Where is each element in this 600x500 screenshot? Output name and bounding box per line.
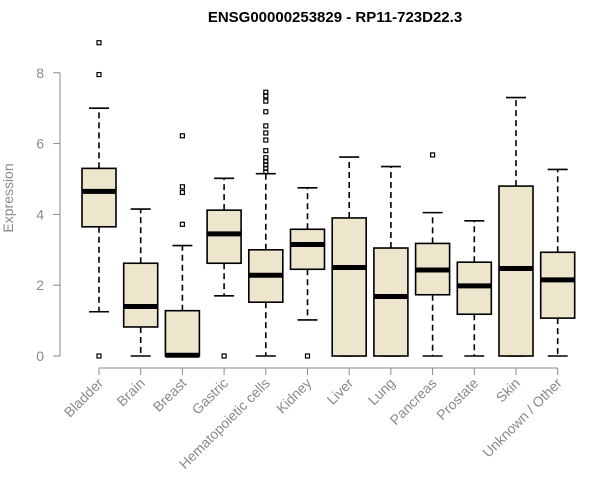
box-iqr bbox=[206, 209, 242, 265]
box-group-pancreas bbox=[414, 152, 451, 357]
outlier-point bbox=[221, 353, 227, 359]
x-tick-label-skin: Skin bbox=[493, 375, 524, 406]
box-iqr bbox=[331, 217, 368, 357]
outlier-point bbox=[430, 152, 436, 158]
outlier-point bbox=[263, 148, 269, 154]
box-group-liver bbox=[331, 156, 368, 357]
x-tick-label-bladder: Bladder bbox=[61, 375, 107, 421]
box-group-unknown-other bbox=[539, 168, 576, 357]
outlier-point bbox=[263, 109, 269, 115]
outlier-point bbox=[179, 221, 185, 227]
box-group-skin bbox=[498, 96, 534, 357]
x-tick-label-liver: Liver bbox=[324, 375, 357, 408]
box-iqr bbox=[164, 309, 201, 357]
outlier-point bbox=[304, 353, 311, 359]
y-tick-label: 4 bbox=[36, 206, 44, 222]
box-group-brain bbox=[122, 208, 159, 357]
x-tick-label-kidney: Kidney bbox=[273, 375, 315, 417]
box-iqr bbox=[539, 251, 576, 319]
box-group-lung bbox=[373, 165, 409, 357]
plot-area bbox=[81, 40, 576, 359]
y-tick-label: 6 bbox=[36, 136, 44, 152]
y-tick-label: 0 bbox=[36, 348, 44, 364]
box-group-hematopoietic-cells bbox=[248, 89, 284, 357]
y-axis: 0 2 4 6 8 bbox=[36, 65, 61, 364]
outlier-point bbox=[263, 98, 269, 104]
outlier-point bbox=[263, 123, 269, 129]
box-iqr bbox=[81, 167, 117, 228]
y-axis-label: Expression bbox=[0, 163, 16, 232]
x-tick-label-unknown-other: Unknown / Other bbox=[479, 375, 565, 461]
y-tick-label: 2 bbox=[36, 277, 44, 293]
x-tick-label-prostate: Prostate bbox=[433, 375, 481, 423]
box-group-kidney bbox=[289, 187, 326, 359]
box-group-gastric bbox=[206, 177, 242, 359]
outlier-point bbox=[263, 155, 269, 161]
box-iqr bbox=[289, 228, 326, 271]
outlier-point bbox=[263, 89, 269, 95]
x-tick-label-lung: Lung bbox=[365, 375, 398, 408]
y-tick-label: 8 bbox=[36, 65, 44, 81]
x-tick-label-brain: Brain bbox=[113, 375, 147, 409]
chart-title: ENSG00000253829 - RP11-723D22.3 bbox=[208, 9, 462, 26]
outlier-point bbox=[263, 130, 269, 136]
outlier-point bbox=[263, 137, 269, 143]
outlier-point bbox=[179, 184, 185, 190]
box-group-breast bbox=[164, 133, 201, 358]
box-iqr bbox=[122, 262, 159, 328]
outlier-point bbox=[179, 189, 185, 196]
outlier-point bbox=[179, 133, 185, 139]
box-group-prostate bbox=[456, 219, 493, 357]
box-iqr bbox=[373, 247, 409, 357]
outlier-point bbox=[96, 71, 102, 78]
box-group-bladder bbox=[81, 40, 117, 359]
outlier-point bbox=[96, 40, 102, 46]
x-tick-label-breast: Breast bbox=[150, 375, 190, 415]
outlier-point bbox=[96, 353, 102, 359]
